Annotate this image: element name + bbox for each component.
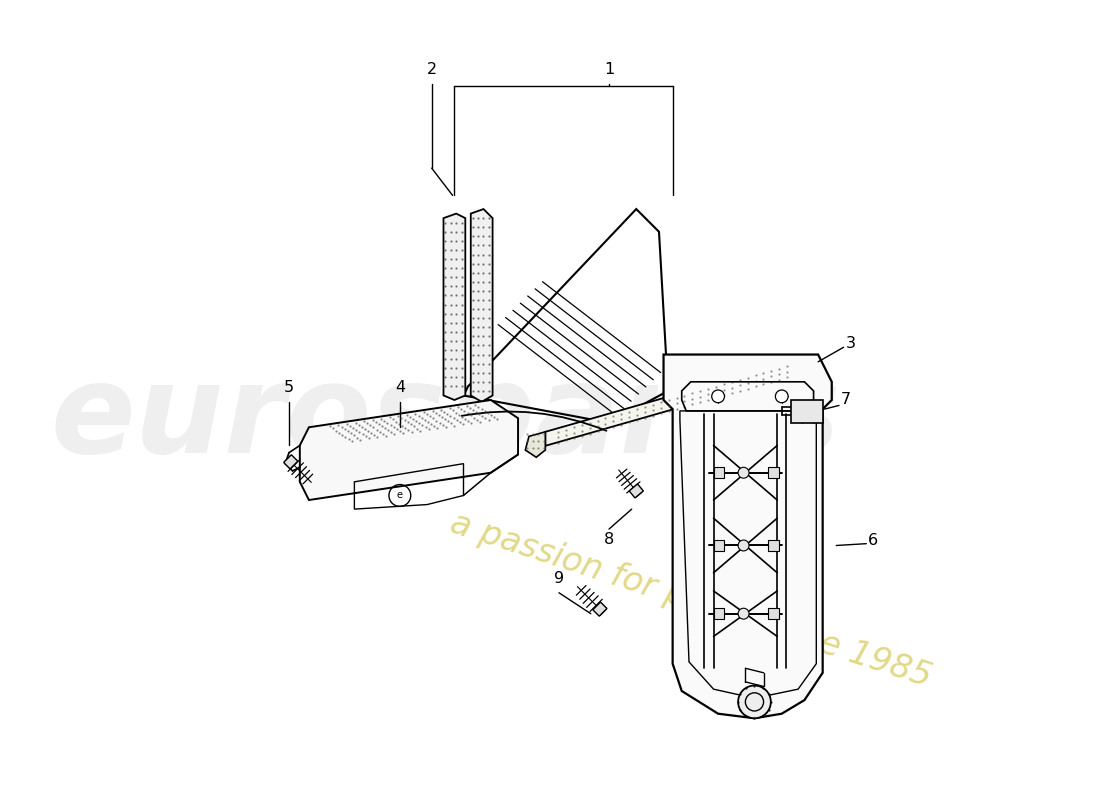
Polygon shape [629,484,644,498]
Text: 5: 5 [284,381,294,395]
Circle shape [712,390,725,402]
Bar [714,608,725,619]
Circle shape [738,540,749,551]
Circle shape [738,686,771,718]
Text: eurospares: eurospares [51,358,840,478]
Polygon shape [791,400,823,422]
Text: 2: 2 [427,62,437,78]
Text: a passion for parts since 1985: a passion for parts since 1985 [446,506,936,694]
Text: 9: 9 [554,571,564,586]
Circle shape [738,608,749,619]
Bar [768,540,779,551]
Circle shape [776,390,788,402]
Polygon shape [546,359,800,446]
Text: 8: 8 [604,532,614,547]
Bar [714,540,725,551]
Polygon shape [300,400,518,500]
Polygon shape [593,602,607,616]
Bar [768,608,779,619]
Text: 1: 1 [604,62,614,78]
Text: 7: 7 [840,393,851,407]
Circle shape [738,467,749,478]
Text: 4: 4 [395,381,405,395]
Bar [768,467,779,478]
Polygon shape [471,209,493,402]
Text: 6: 6 [868,534,878,549]
Polygon shape [526,432,546,458]
Text: 3: 3 [846,336,856,351]
Bar [714,467,725,478]
Polygon shape [284,454,298,469]
Polygon shape [663,354,832,718]
Polygon shape [443,214,465,400]
Text: e: e [397,490,403,501]
